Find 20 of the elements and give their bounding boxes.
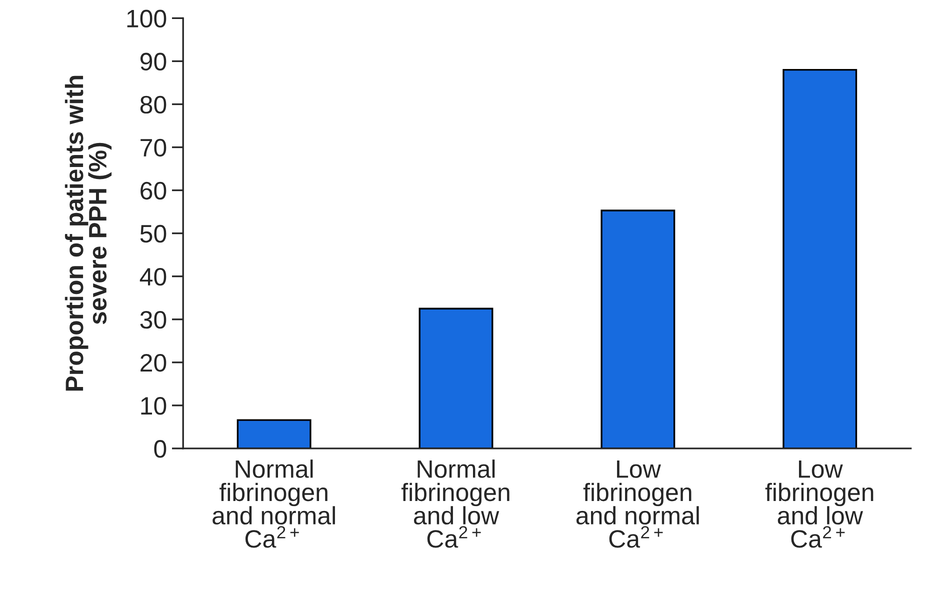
y-tick-label: 40 <box>140 268 166 286</box>
y-tick-label: 30 <box>140 310 166 329</box>
y-tick-label: 90 <box>140 52 166 71</box>
bar <box>418 308 494 448</box>
y-tick-label: 20 <box>140 354 166 372</box>
bar <box>236 419 312 448</box>
y-tick-label: 80 <box>140 96 166 114</box>
x-tick-label: Normal fibrinogen and normal Ca$^{2+}$ <box>212 460 335 548</box>
bar <box>782 68 858 448</box>
y-tick-label: 0 <box>154 440 166 458</box>
y-axis-title: Proportion of patients with severe PPH (%) <box>64 76 112 391</box>
y-tick-label: 60 <box>140 182 166 200</box>
bar <box>600 210 676 448</box>
x-tick-label: Low fibrinogen and low Ca$^{2+}$ <box>765 460 874 548</box>
y-tick-label: 70 <box>140 138 166 157</box>
x-tick-label: Normal fibrinogen and low Ca$^{2+}$ <box>401 460 510 548</box>
y-tick-label: 50 <box>140 224 166 243</box>
y-tick-label: 10 <box>141 397 166 415</box>
x-tick-label: Low fibrinogen and normal Ca$^{2+}$ <box>576 460 699 548</box>
y-tick-label: 100 <box>127 10 166 28</box>
